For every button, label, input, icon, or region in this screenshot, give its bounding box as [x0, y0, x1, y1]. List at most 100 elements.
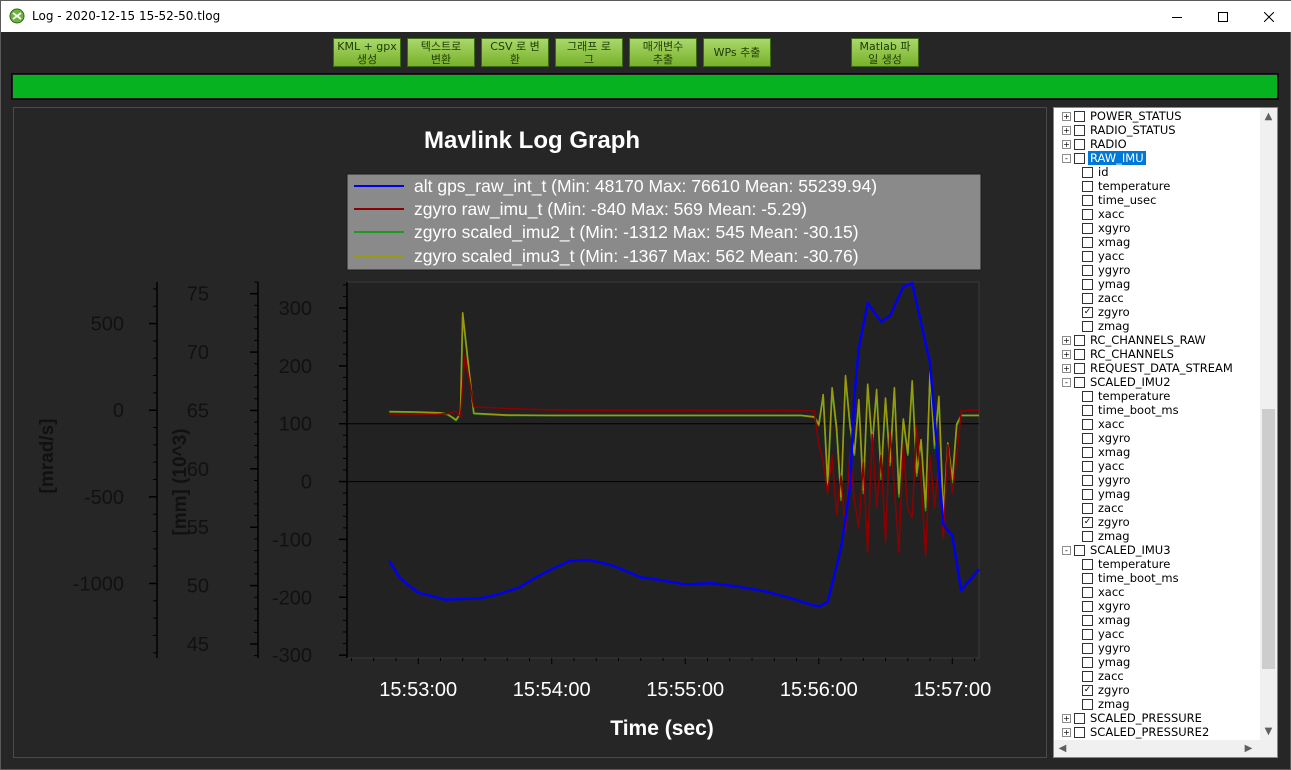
tree-field-item[interactable]: zmag [1082, 697, 1132, 711]
tree-checkbox[interactable] [1082, 194, 1093, 206]
tree-checkbox[interactable] [1082, 614, 1093, 626]
plot-area[interactable] [346, 281, 980, 659]
tree-checkbox[interactable] [1082, 628, 1093, 640]
tree-group-item[interactable]: + RADIO_STATUS [1062, 123, 1178, 137]
tree-checkbox[interactable] [1082, 488, 1093, 500]
expand-icon[interactable]: + [1062, 111, 1071, 121]
tree-field-item[interactable]: xgyro [1082, 221, 1132, 235]
tree-checkbox[interactable] [1082, 502, 1093, 514]
tree-checkbox[interactable] [1074, 362, 1085, 374]
scroll-right-icon[interactable]: ▶ [1244, 743, 1253, 754]
tree-field-item[interactable]: id [1082, 165, 1111, 179]
tree-vertical-scroll-thumb[interactable] [1262, 409, 1275, 669]
tree-field-item[interactable]: ymag [1082, 655, 1132, 669]
collapse-icon[interactable]: - [1062, 377, 1071, 387]
tree-checkbox[interactable] [1074, 138, 1085, 150]
tree-field-item[interactable]: ymag [1082, 487, 1132, 501]
tree-checkbox[interactable] [1082, 222, 1093, 234]
tree-group-item[interactable]: - SCALED_IMU3 [1062, 543, 1173, 557]
close-button[interactable] [1246, 1, 1291, 32]
tree-checkbox[interactable] [1082, 404, 1093, 416]
tree-checkbox[interactable] [1074, 348, 1085, 360]
tree-field-item[interactable]: ✓ zgyro [1082, 515, 1132, 529]
tree-group-item[interactable]: + SCALED_PRESSURE [1062, 711, 1204, 725]
maximize-button[interactable] [1200, 1, 1246, 32]
expand-icon[interactable]: + [1062, 363, 1071, 373]
expand-icon[interactable]: + [1062, 713, 1071, 723]
expand-icon[interactable]: + [1062, 335, 1071, 345]
tree-checkbox[interactable] [1082, 460, 1093, 472]
tree-checkbox[interactable] [1082, 236, 1093, 248]
expand-icon[interactable]: + [1062, 349, 1071, 359]
tree-field-item[interactable]: ygyro [1082, 263, 1132, 277]
tree-field-item[interactable]: zacc [1082, 291, 1126, 305]
tree-checkbox[interactable] [1082, 208, 1093, 220]
expand-icon[interactable]: + [1062, 727, 1071, 737]
tree-group-item[interactable]: + RADIO [1062, 137, 1129, 151]
tree-checkbox[interactable] [1074, 726, 1085, 738]
collapse-icon[interactable]: - [1062, 545, 1071, 555]
tree-checkbox[interactable]: ✓ [1082, 684, 1093, 696]
tree-checkbox[interactable] [1082, 446, 1093, 458]
tree-group-item[interactable]: + RC_CHANNELS_RAW [1062, 333, 1208, 347]
tree-horizontal-scrollbar[interactable]: ◀ ▶ [1054, 740, 1277, 757]
scroll-up-icon[interactable]: ▲ [1264, 111, 1273, 122]
kml-gpx-button[interactable]: KML + gpx 생성 [333, 38, 401, 67]
tree-checkbox[interactable] [1082, 320, 1093, 332]
tree-field-item[interactable]: yacc [1082, 627, 1127, 641]
tree-checkbox[interactable] [1082, 264, 1093, 276]
tree-field-item[interactable]: xgyro [1082, 599, 1132, 613]
collapse-icon[interactable]: - [1062, 153, 1071, 163]
tree-checkbox[interactable] [1082, 278, 1093, 290]
tree-field-item[interactable]: ygyro [1082, 641, 1132, 655]
tree-checkbox[interactable] [1082, 656, 1093, 668]
tree-field-item[interactable]: temperature [1082, 557, 1172, 571]
tree-field-item[interactable]: zmag [1082, 319, 1132, 333]
tree-checkbox[interactable] [1082, 586, 1093, 598]
tree-checkbox[interactable] [1082, 432, 1093, 444]
tree-field-item[interactable]: ymag [1082, 277, 1132, 291]
tree-field-item[interactable]: time_boot_ms [1082, 571, 1181, 585]
tree-field-item[interactable]: time_usec [1082, 193, 1158, 207]
scroll-down-icon[interactable]: ▼ [1264, 726, 1273, 737]
tree-group-item[interactable]: + RC_CHANNELS [1062, 347, 1176, 361]
tree-field-item[interactable]: xgyro [1082, 431, 1132, 445]
message-tree[interactable]: + POWER_STATUS + RADIO_STATUS + RADIO - RAW_IMU… [1053, 107, 1278, 758]
tree-checkbox[interactable] [1082, 572, 1093, 584]
tree-checkbox[interactable] [1082, 180, 1093, 192]
convert-text-button[interactable]: 텍스트로 변환 [407, 38, 475, 67]
expand-icon[interactable]: + [1062, 139, 1071, 149]
title-bar[interactable]: Log - 2020-12-15 15-52-50.tlog [1, 1, 1291, 32]
matlab-file-button[interactable]: Matlab 파 일 생성 [851, 38, 919, 67]
extract-wps-button[interactable]: WPs 추출 [703, 38, 771, 67]
tree-checkbox[interactable] [1074, 334, 1085, 346]
tree-checkbox[interactable] [1082, 166, 1093, 178]
convert-csv-button[interactable]: CSV 로 변 환 [481, 38, 549, 67]
tree-checkbox[interactable] [1082, 530, 1093, 542]
graph-panel[interactable]: Mavlink Log Graph alt gps_raw_int_t (Min… [13, 107, 1047, 758]
tree-group-item[interactable]: + POWER_STATUS [1062, 109, 1184, 123]
tree-checkbox[interactable]: ✓ [1082, 306, 1093, 318]
tree-field-item[interactable]: time_boot_ms [1082, 403, 1181, 417]
tree-field-item[interactable]: zacc [1082, 501, 1126, 515]
tree-checkbox[interactable] [1082, 418, 1093, 430]
tree-field-item[interactable]: temperature [1082, 389, 1172, 403]
tree-group-item[interactable]: + REQUEST_DATA_STREAM [1062, 361, 1235, 375]
tree-group-item[interactable]: + SCALED_PRESSURE2 [1062, 725, 1211, 739]
tree-field-item[interactable]: ✓ zgyro [1082, 305, 1132, 319]
tree-field-item[interactable]: yacc [1082, 459, 1127, 473]
tree-checkbox[interactable] [1082, 292, 1093, 304]
tree-field-item[interactable]: zmag [1082, 529, 1132, 543]
tree-group-item[interactable]: - SCALED_IMU2 [1062, 375, 1173, 389]
scroll-left-icon[interactable]: ◀ [1058, 743, 1067, 754]
tree-field-item[interactable]: xacc [1082, 417, 1127, 431]
tree-field-item[interactable]: xacc [1082, 207, 1127, 221]
tree-checkbox[interactable] [1074, 152, 1085, 164]
tree-checkbox[interactable] [1082, 558, 1093, 570]
tree-field-item[interactable]: xmag [1082, 235, 1132, 249]
tree-checkbox[interactable] [1074, 376, 1085, 388]
tree-checkbox[interactable] [1082, 474, 1093, 486]
tree-checkbox[interactable] [1074, 124, 1085, 136]
tree-field-item[interactable]: xmag [1082, 445, 1132, 459]
tree-field-item[interactable]: zacc [1082, 669, 1126, 683]
